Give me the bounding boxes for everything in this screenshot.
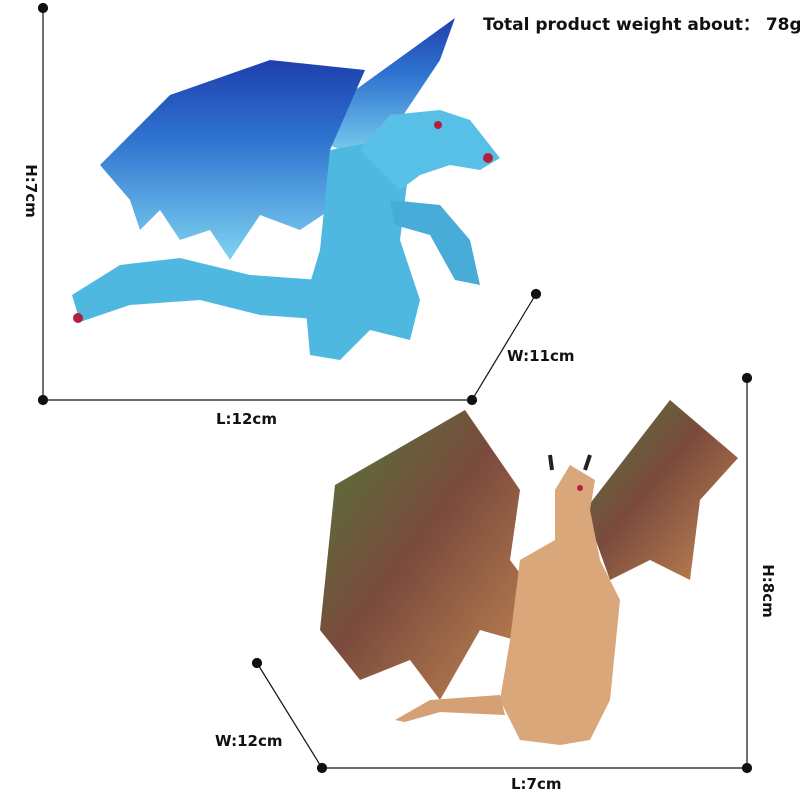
blue-height-label: H:7cm xyxy=(21,164,40,218)
blue-dragon-body xyxy=(305,140,420,360)
brown-dragon-right-wing xyxy=(585,400,738,580)
brown-dragon-left-wing xyxy=(320,410,540,700)
weight-value: 78g xyxy=(765,15,800,35)
blue-width-label: W:11cm xyxy=(507,347,575,365)
weight-caption: Total product weight about： 78g xyxy=(483,10,800,35)
brown-dragon-tail xyxy=(395,695,505,722)
dimension-lines xyxy=(37,2,753,774)
brown-dragon-body xyxy=(500,465,620,745)
blue-dragon-front-wing xyxy=(100,60,380,260)
blue-dragon-tail xyxy=(72,258,330,322)
blue-dragon-neck-head xyxy=(360,110,500,190)
brown-width-label: W:12cm xyxy=(215,732,283,750)
brown-dragon-figure xyxy=(320,400,738,745)
blue-length-label: L:12cm xyxy=(216,410,277,428)
blue-dragon-figure xyxy=(72,18,500,360)
brown-height-label: H:8cm xyxy=(758,564,777,618)
blue-dragon-arm xyxy=(390,200,480,285)
weight-label: Total product weight about： xyxy=(483,15,760,35)
brown-length-label: L:7cm xyxy=(511,775,562,793)
